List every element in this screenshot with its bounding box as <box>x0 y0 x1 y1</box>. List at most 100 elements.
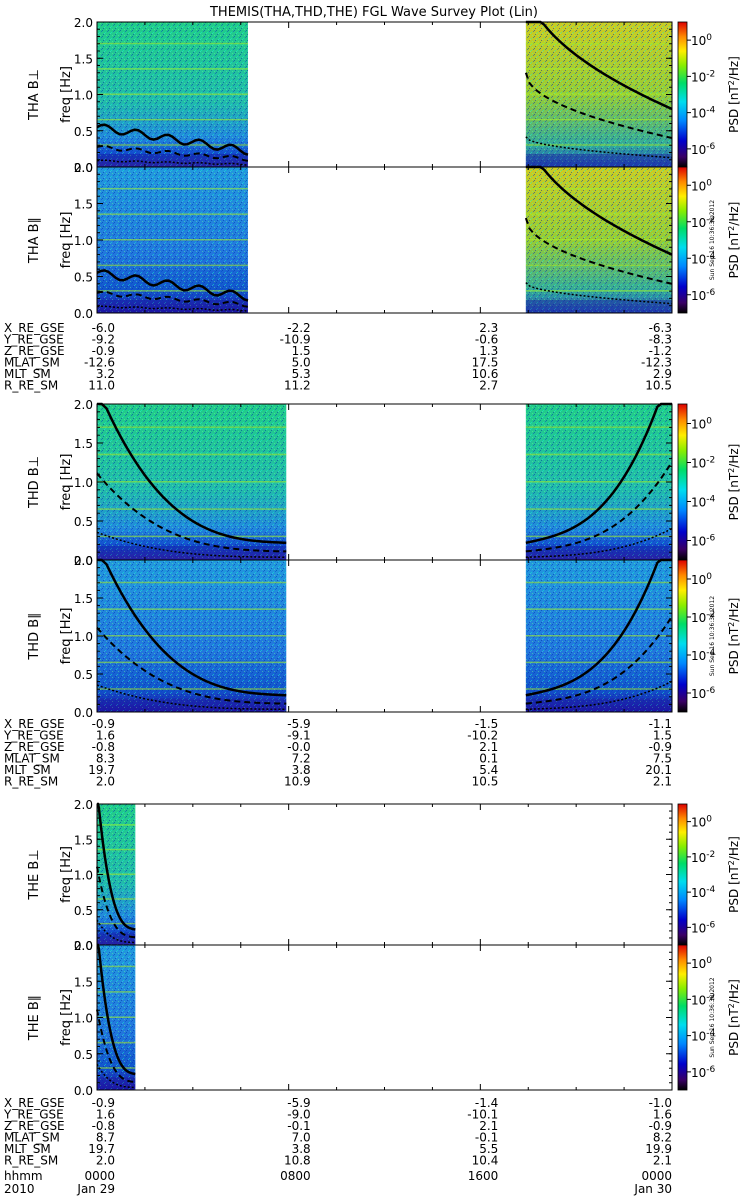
ion-gyrofrequency-curve <box>96 943 136 1076</box>
ephemeris-value: 19.7 <box>88 1142 115 1156</box>
colorbar-tick-label: 10-4 <box>691 885 716 900</box>
colorbar <box>678 560 687 712</box>
ephemeris-value: -12.6 <box>84 356 115 370</box>
heavy-ion-gyrofrequency-curve <box>96 531 287 559</box>
ephemeris-value: 5.5 <box>479 1142 498 1156</box>
ephemeris-value: -0.6 <box>475 333 498 347</box>
ephemeris-name: R_RE_SM <box>4 379 58 393</box>
y-axis-label: freq [Hz] <box>59 66 74 123</box>
y-tick-label: 0.0 <box>74 161 93 175</box>
colorbar-tick-label: 100 <box>691 178 712 193</box>
colorbar <box>678 804 687 945</box>
y-tick-label: 1.5 <box>74 975 93 989</box>
ephemeris-value: -10.1 <box>467 1108 498 1122</box>
panel-theb-1: 0.0 0.5 1.0 1.5 2.0 freq [Hz] THE B∥ 100 10-2 10-… <box>27 939 741 1098</box>
colorbar-tick-label: 10-6 <box>691 920 716 935</box>
heavy-ion-gyrofrequency-curve <box>96 159 248 166</box>
ephemeris-value: -12.3 <box>641 356 672 370</box>
spectral-line <box>97 93 248 95</box>
spectral-line <box>97 1016 136 1018</box>
ephemeris-name: MLAT_SM <box>4 1131 60 1145</box>
ephemeris-value: 2.9 <box>653 367 672 381</box>
timestamp: Sun Sep 16 10:36:38 2012 <box>709 977 716 1057</box>
half-gyrofrequency-curve <box>96 472 287 553</box>
colorbar <box>678 404 687 560</box>
ephemeris-value: -0.9 <box>92 1096 115 1110</box>
spectral-line <box>97 1041 136 1044</box>
colorbar-tick-label: 10-2 <box>691 215 715 230</box>
panel-label: THD B∥ <box>27 612 42 660</box>
ephemeris-value: 3.8 <box>292 1142 311 1156</box>
y-tick-label: 1.5 <box>74 52 93 66</box>
panel-label: THE B⊥ <box>27 849 42 900</box>
ephemeris-value: 19.9 <box>645 1142 672 1156</box>
ephemeris-name: Z_RE_GSE <box>4 740 65 754</box>
ephemeris-value: 10.5 <box>645 379 672 393</box>
ephemeris-name: Z_RE_GSE <box>4 344 65 358</box>
ephemeris-value: -8.3 <box>649 333 672 347</box>
ephemeris-value: 7.5 <box>653 752 672 766</box>
ephemeris-value: -0.9 <box>92 344 115 358</box>
ephemeris-name: MLT_SM <box>4 367 51 381</box>
ephemeris-value: 11.2 <box>284 379 311 393</box>
ephemeris-value: 1.5 <box>653 729 672 743</box>
colorbar-label: PSD [nT2/Hz] <box>727 444 741 521</box>
y-tick-label: 0.5 <box>74 125 93 139</box>
ephemeris-value: 5.3 <box>292 367 311 381</box>
ephemeris-value: 20.1 <box>645 763 672 777</box>
timestamp: Sun Sep 16 10:36:38 2012 <box>709 200 716 280</box>
colorbar-tick-label: 10-2 <box>691 69 715 84</box>
ephemeris-value: 7.0 <box>292 1131 311 1145</box>
spectral-line <box>97 635 287 637</box>
colorbar-label: PSD [nT2/Hz] <box>727 598 741 675</box>
ephemeris-value: -0.8 <box>92 740 115 754</box>
ephemeris-value: -1.4 <box>475 1096 498 1110</box>
ephemeris-value: -1.5 <box>475 717 498 731</box>
low-freq-band <box>525 299 672 313</box>
ephemeris-name: MLT_SM <box>4 763 51 777</box>
colorbar-tick-label: 10-4 <box>691 1029 716 1044</box>
ephemeris-name: Y_RE_GSE <box>3 1108 64 1122</box>
spectral-line <box>97 68 248 70</box>
colorbar-label: PSD [nT2/Hz] <box>727 979 741 1056</box>
spectral-line <box>525 426 672 428</box>
spectral-line <box>97 290 248 292</box>
low-freq-band <box>525 698 672 712</box>
spectral-line <box>97 239 248 241</box>
ephemeris-value: 3.2 <box>96 367 115 381</box>
spectral-line <box>525 187 672 190</box>
ephemeris-value: -6.3 <box>649 321 672 335</box>
panel-thdb-1: 0.0 0.5 1.0 1.5 2.0 freq [Hz] THD B∥ 100 10-2 10-… <box>27 554 741 720</box>
ephemeris-value: -0.9 <box>92 717 115 731</box>
panel-theb-0: 0.0 0.5 1.0 1.5 2.0 freq [Hz] THE B⊥ 100 10-2 10-… <box>27 798 741 953</box>
panel-thab-1: 0.0 0.5 1.0 1.5 2.0 freq [Hz] THA B∥ 100 10-2 10-… <box>27 161 741 321</box>
half-gyrofrequency-curve <box>96 626 287 705</box>
ephemeris-value: 1.6 <box>96 1108 115 1122</box>
y-tick-label: 2.0 <box>74 554 93 568</box>
spectral-line <box>525 42 672 45</box>
spectral-line <box>525 581 672 584</box>
ephemeris-value: -9.2 <box>92 333 115 347</box>
x-tick-label: 0000 <box>641 1169 672 1183</box>
ephemeris-value: 10.4 <box>472 1154 499 1168</box>
y-axis-label: freq [Hz] <box>59 454 74 511</box>
heavy-ion-gyrofrequency-curve <box>96 684 287 711</box>
panel-thab-0: 0.0 0.5 1.0 1.5 2.0 freq [Hz] THA B⊥ 100 10-2 10-… <box>27 16 741 175</box>
ephemeris-value: 8.3 <box>96 752 115 766</box>
y-tick-label: 2.0 <box>74 939 93 953</box>
x-date-label: Jan 29 <box>76 1182 115 1196</box>
spectral-line <box>97 264 248 267</box>
ephemeris-name: Y_RE_GSE <box>3 333 64 347</box>
spectral-line <box>97 898 136 900</box>
spectral-line <box>97 965 136 968</box>
half-gyrofrequency-curve <box>96 866 136 939</box>
ephemeris-name: MLAT_SM <box>4 752 60 766</box>
chart-title: THEMIS(THA,THD,THE) FGL Wave Survey Plot… <box>209 5 538 20</box>
colorbar-tick-label: 10-2 <box>691 456 715 471</box>
y-tick-label: 0.5 <box>74 271 93 285</box>
panel-label: THD B⊥ <box>27 456 42 509</box>
colorbar-frame <box>677 166 688 314</box>
spectral-line <box>97 187 248 190</box>
colorbar-tick-label: 100 <box>691 33 712 48</box>
